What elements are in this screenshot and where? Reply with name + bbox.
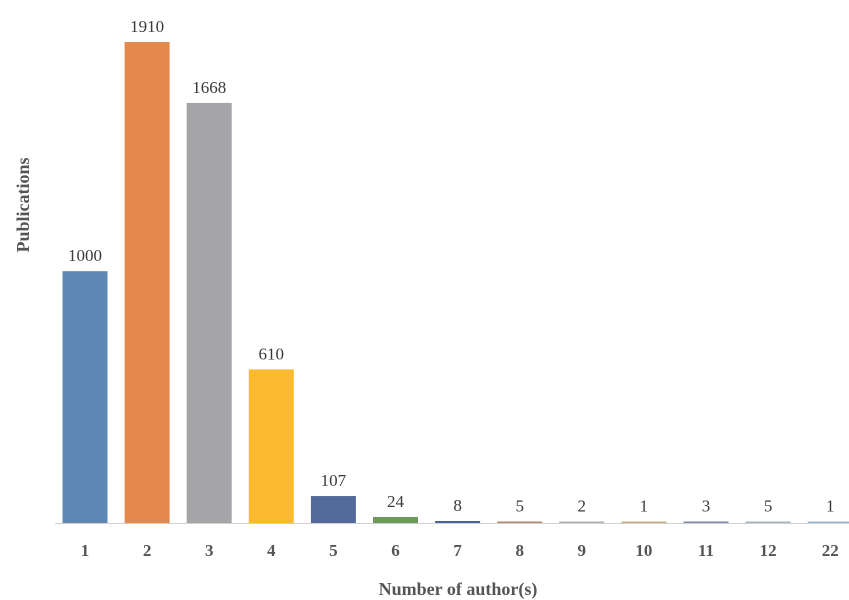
x-tick-label-10: 10 xyxy=(635,541,652,560)
value-label-2: 1910 xyxy=(130,17,164,36)
value-label-4: 610 xyxy=(259,344,285,363)
value-label-10: 1 xyxy=(640,497,649,516)
x-tick-label-5: 5 xyxy=(329,541,338,560)
bar-8 xyxy=(497,521,543,523)
bar-6 xyxy=(373,516,418,523)
bar-7 xyxy=(435,520,481,523)
x-tick-label-1: 1 xyxy=(81,541,90,560)
bar-3 xyxy=(186,102,232,523)
x-tick-label-3: 3 xyxy=(205,541,214,560)
bars-group xyxy=(62,42,849,523)
x-tick-labels-group: 1 2 3 4 5 6 7 8 9 10 11 12 22 xyxy=(81,541,839,560)
bar-4 xyxy=(248,369,294,523)
bar-22 xyxy=(807,521,849,523)
x-axis-title: Number of author(s) xyxy=(379,579,538,600)
bar-10 xyxy=(621,521,667,523)
x-tick-label-22: 22 xyxy=(822,541,839,560)
x-tick-label-8: 8 xyxy=(515,541,524,560)
value-label-12: 5 xyxy=(764,497,773,516)
value-label-11: 3 xyxy=(702,497,711,516)
bar-11 xyxy=(683,521,729,523)
value-label-22: 1 xyxy=(826,497,835,516)
x-tick-label-4: 4 xyxy=(267,541,276,560)
y-axis-title: Publications xyxy=(13,157,33,252)
x-tick-label-6: 6 xyxy=(391,541,400,560)
value-label-8: 5 xyxy=(515,497,524,516)
bar-1 xyxy=(62,271,108,523)
value-label-3: 1668 xyxy=(192,78,226,97)
x-tick-label-11: 11 xyxy=(698,541,714,560)
x-tick-label-9: 9 xyxy=(578,541,587,560)
bar-12 xyxy=(745,521,791,523)
bar-2 xyxy=(124,42,170,523)
bar-5 xyxy=(310,496,356,523)
bar-9 xyxy=(559,521,605,523)
value-label-9: 2 xyxy=(578,497,587,516)
x-tick-label-2: 2 xyxy=(143,541,152,560)
x-tick-label-7: 7 xyxy=(453,541,462,560)
x-tick-label-12: 12 xyxy=(760,541,777,560)
value-label-6: 24 xyxy=(387,492,405,511)
value-label-5: 107 xyxy=(321,471,347,490)
value-label-1: 1000 xyxy=(68,246,102,265)
value-label-7: 8 xyxy=(453,496,462,515)
value-labels-group: 1000 1910 1668 610 107 24 8 5 2 1 3 5 1 xyxy=(68,17,834,516)
